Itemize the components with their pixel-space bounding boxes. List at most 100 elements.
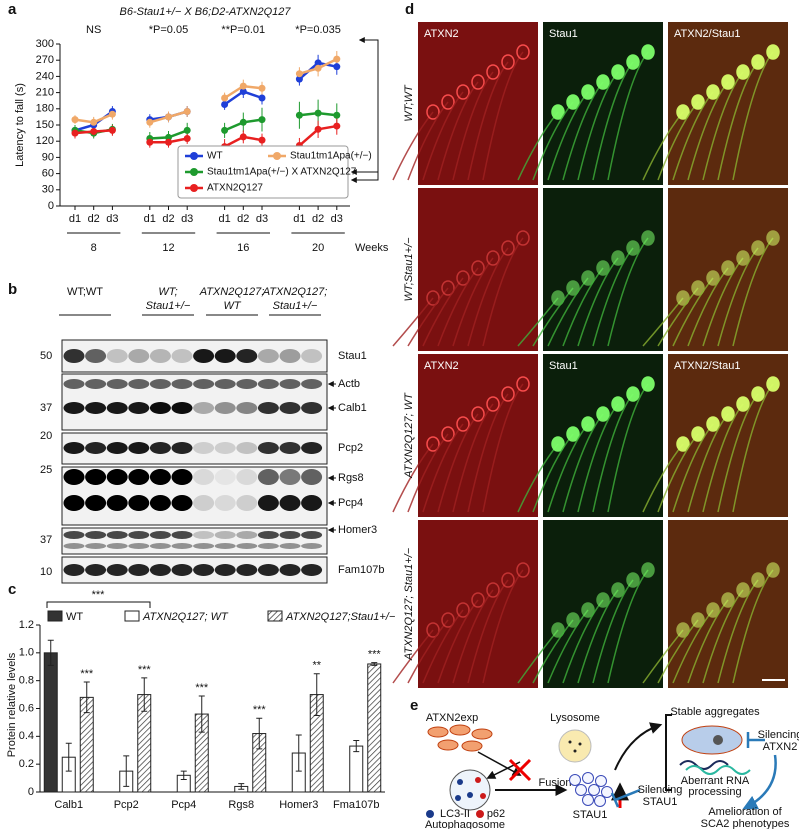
protein-label: Calb1 <box>338 402 367 414</box>
cell <box>486 64 500 80</box>
y-tick-label: 0.4 <box>19 730 34 742</box>
puncta <box>455 795 461 801</box>
diagram-label: p62 <box>487 808 505 820</box>
cell <box>766 230 780 246</box>
cell <box>551 622 565 638</box>
blot-band <box>85 402 107 414</box>
x-tick-label: Calb1 <box>54 799 83 811</box>
cell <box>721 592 735 608</box>
diagram-label: Stable aggregates <box>670 706 760 718</box>
diagram-label: Silencing <box>638 784 683 796</box>
point <box>333 63 341 71</box>
point <box>314 64 322 72</box>
diagram-label: ATXN2exp <box>426 712 478 724</box>
blot-band <box>214 442 236 454</box>
y-tick-label: 270 <box>36 54 54 66</box>
legend-marker <box>190 168 198 176</box>
cell <box>426 436 440 452</box>
panel-label: c <box>8 581 16 598</box>
group-label: WT;WT <box>67 286 103 298</box>
x-group-title: Weeks <box>355 242 389 254</box>
y-tick-label: 60 <box>42 168 54 180</box>
group-label: ATXN2Q127; <box>199 286 265 298</box>
cell <box>676 290 690 306</box>
blot-band <box>85 469 107 485</box>
blot-band <box>257 379 279 389</box>
blot-band <box>63 402 85 414</box>
cell <box>596 592 610 608</box>
bracket <box>665 714 672 791</box>
cell <box>426 104 440 120</box>
genotype-label: ATXN2Q127; Stau1+/− <box>403 547 415 661</box>
blot-band <box>106 495 128 511</box>
dendrite <box>482 383 524 513</box>
blot-band <box>301 543 323 549</box>
cell <box>751 386 765 402</box>
stau1-protein <box>601 786 613 798</box>
cell <box>581 270 595 286</box>
point <box>239 82 247 90</box>
bracket-label: *** <box>92 589 106 601</box>
blot-band <box>106 564 128 576</box>
genotype-label: WT;WT <box>403 84 415 122</box>
error-bar <box>371 662 378 666</box>
cell <box>706 84 720 100</box>
legend-swatch <box>124 610 140 622</box>
puncta <box>467 792 473 798</box>
arrow <box>477 751 522 776</box>
error-bar <box>141 677 148 712</box>
y-tick-label: 0.8 <box>19 675 34 687</box>
x-tick-label: d1 <box>293 213 305 225</box>
y-tick-label: 150 <box>36 119 54 131</box>
blot-band <box>214 564 236 576</box>
significance: *** <box>368 648 382 660</box>
error-bar <box>180 770 187 780</box>
blot-band <box>279 402 301 414</box>
blot-band <box>171 564 193 576</box>
blot-band <box>149 349 171 363</box>
cell <box>456 270 470 286</box>
panel-label: a <box>8 1 17 18</box>
blot-band <box>279 469 301 485</box>
cell <box>501 386 515 402</box>
blot-band <box>193 349 215 363</box>
point <box>71 116 79 124</box>
cell <box>456 602 470 618</box>
blot-band <box>85 379 107 389</box>
blot-band <box>63 442 85 454</box>
diagram-label: processing <box>688 786 741 798</box>
blot-band <box>279 564 301 576</box>
legend-label: WT <box>66 611 83 623</box>
diagram-label: SCA2 phenotypes <box>701 818 790 829</box>
cell <box>596 406 610 422</box>
cell <box>581 416 595 432</box>
cell <box>721 74 735 90</box>
blot-band <box>171 349 193 363</box>
blot-band <box>63 379 85 389</box>
cell <box>691 280 705 296</box>
legend-label: Stau1tm1Apa(+/−) X ATXN2Q127 <box>207 167 357 178</box>
blot-band <box>149 442 171 454</box>
blot-band <box>193 469 215 485</box>
annotation: *P=0.035 <box>295 24 341 36</box>
cell <box>691 94 705 110</box>
cell <box>551 290 565 306</box>
point <box>165 113 172 121</box>
blot-band <box>236 564 258 576</box>
y-tick-label: 210 <box>36 87 54 99</box>
point <box>146 118 154 126</box>
y-axis-label: Protein relative levels <box>6 652 18 757</box>
puncta <box>475 777 481 783</box>
protein-blob <box>437 739 459 751</box>
x-tick-label: Pcp2 <box>114 799 139 811</box>
y-tick-label: 30 <box>42 184 54 196</box>
point <box>221 100 229 108</box>
blot-band <box>301 402 323 414</box>
protein-label: Fam107b <box>338 564 384 576</box>
cell <box>441 280 455 296</box>
y-axis-label: Latency to fall (s) <box>14 83 26 167</box>
blot-band <box>106 469 128 485</box>
stau1-protein <box>569 774 581 786</box>
blot-band <box>193 442 215 454</box>
